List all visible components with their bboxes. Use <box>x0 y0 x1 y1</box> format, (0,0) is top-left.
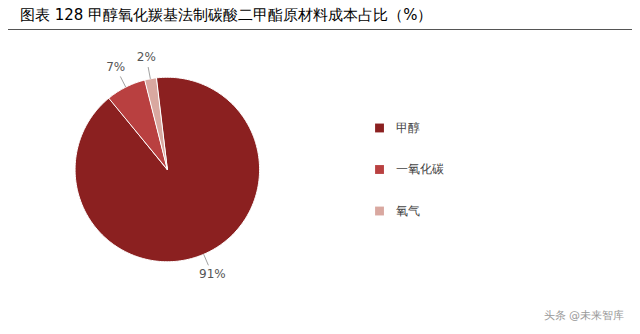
svg-text:一氧化碳: 一氧化碳 <box>396 162 444 176</box>
html-text:图表 128 甲醇氧化羰基法制碳酸二甲酯原材料成本占比（%）: 图表 128 甲醇氧化羰基法制碳酸二甲酯原材料成本占比（%） <box>20 6 433 24</box>
svg-text:7%: 7% <box>106 60 125 74</box>
svg-text:91%: 91% <box>199 267 226 281</box>
html-text:头条 @未来智库: 头条 @未来智库 <box>543 309 624 322</box>
svg-text:2%: 2% <box>137 50 156 64</box>
svg-text:氧气: 氧气 <box>396 204 420 218</box>
svg-text:甲醇: 甲醇 <box>396 121 420 135</box>
